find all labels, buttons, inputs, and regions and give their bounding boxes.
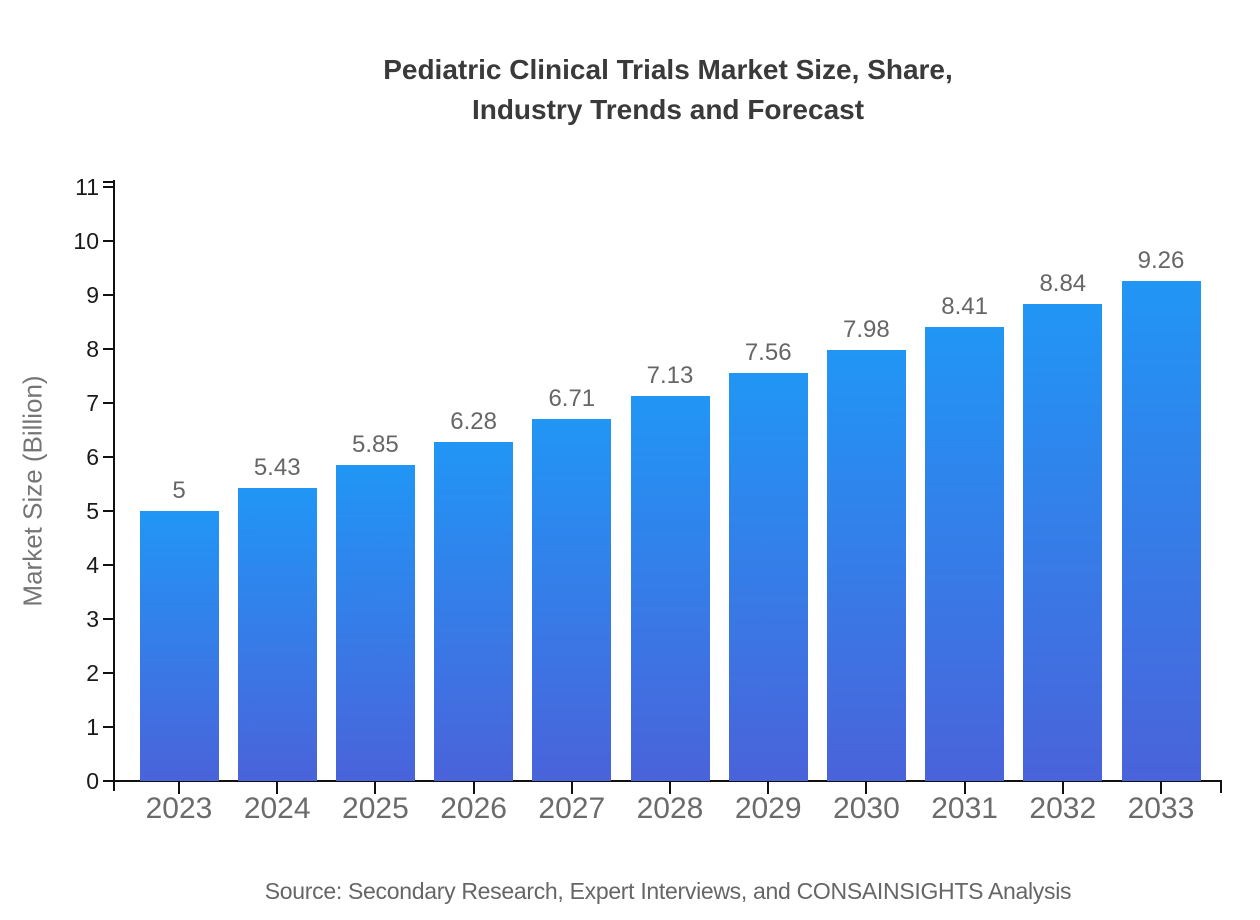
x-tick bbox=[865, 780, 868, 794]
x-tick-label: 2031 bbox=[931, 792, 998, 825]
y-tick bbox=[103, 294, 113, 296]
x-tick-label: 2032 bbox=[1029, 792, 1097, 825]
bar bbox=[237, 487, 317, 781]
bar bbox=[826, 350, 906, 781]
x-tick-label: 2033 bbox=[1127, 792, 1195, 825]
y-tick bbox=[103, 726, 113, 728]
y-tick bbox=[103, 402, 113, 404]
bar bbox=[335, 465, 415, 781]
y-tick bbox=[103, 240, 113, 242]
y-axis-line bbox=[113, 180, 115, 791]
x-tick bbox=[1061, 780, 1064, 794]
x-tick-label: 2025 bbox=[342, 792, 409, 825]
bar bbox=[925, 326, 1005, 781]
y-tick-label: 2 bbox=[86, 660, 99, 686]
x-tick-label: 2030 bbox=[833, 792, 900, 825]
x-tick-label: 2029 bbox=[734, 792, 802, 825]
y-tick bbox=[103, 780, 113, 782]
bar bbox=[1121, 280, 1201, 781]
x-tick-label: 2026 bbox=[440, 792, 507, 825]
y-tick bbox=[103, 564, 113, 566]
y-tick bbox=[103, 510, 113, 512]
bar-value-label: 8.41 bbox=[941, 292, 988, 320]
bar-value-label: 9.26 bbox=[1137, 246, 1185, 274]
x-tick bbox=[1160, 780, 1162, 794]
y-tick bbox=[103, 456, 113, 458]
bar bbox=[434, 441, 514, 781]
y-tick bbox=[103, 348, 113, 350]
bar-value-label: 5.85 bbox=[352, 431, 399, 459]
x-axis-line bbox=[113, 780, 1222, 782]
chart-title: Pediatric Clinical Trials Market Size, S… bbox=[383, 54, 953, 125]
bar-value-label: 8.84 bbox=[1039, 269, 1087, 297]
bar-value-label: 7.56 bbox=[744, 338, 792, 366]
y-tick-label: 11 bbox=[75, 174, 99, 200]
x-tick-label: 2023 bbox=[145, 792, 213, 825]
y-tick-label: 0 bbox=[86, 768, 99, 794]
y-tick-label: 6 bbox=[86, 444, 99, 470]
x-tick bbox=[570, 780, 573, 794]
y-tick-label: 8 bbox=[86, 336, 99, 362]
x-axis-end-tick bbox=[1220, 780, 1222, 793]
bar-value-label: 6.71 bbox=[548, 384, 596, 412]
x-tick bbox=[276, 780, 279, 794]
bar-value-label: 7.13 bbox=[646, 361, 694, 389]
y-axis-cap-tick bbox=[103, 181, 113, 183]
y-tick-label: 7 bbox=[86, 390, 99, 416]
bar-value-label: 5 bbox=[172, 477, 186, 504]
x-tick-label: 2024 bbox=[243, 792, 311, 825]
bar-value-label: 5.43 bbox=[253, 453, 301, 481]
x-tick bbox=[767, 780, 770, 794]
y-tick-label: 9 bbox=[86, 282, 99, 308]
x-tick-label: 2028 bbox=[636, 792, 704, 825]
x-tick bbox=[963, 780, 966, 794]
bar bbox=[728, 372, 808, 781]
y-tick-label: 3 bbox=[86, 606, 99, 632]
y-tick bbox=[103, 186, 113, 188]
x-tick-label: 2027 bbox=[538, 792, 606, 825]
y-tick-label: 5 bbox=[86, 498, 99, 524]
y-tick-label: 1 bbox=[86, 714, 99, 740]
bar bbox=[532, 418, 612, 781]
source-note: Source: Secondary Research, Expert Inter… bbox=[264, 878, 1072, 904]
y-tick bbox=[103, 672, 113, 674]
bar bbox=[630, 395, 710, 781]
x-tick bbox=[178, 780, 180, 794]
x-tick bbox=[374, 780, 377, 794]
bar-value-label: 7.98 bbox=[843, 316, 890, 344]
x-tick bbox=[472, 780, 475, 794]
bar-value-label: 6.28 bbox=[450, 407, 497, 435]
y-tick-label: 4 bbox=[86, 552, 99, 578]
bar bbox=[1023, 303, 1103, 781]
bar bbox=[139, 511, 219, 781]
y-tick-label: 10 bbox=[73, 228, 99, 254]
x-tick bbox=[669, 780, 671, 794]
y-tick bbox=[103, 618, 113, 620]
